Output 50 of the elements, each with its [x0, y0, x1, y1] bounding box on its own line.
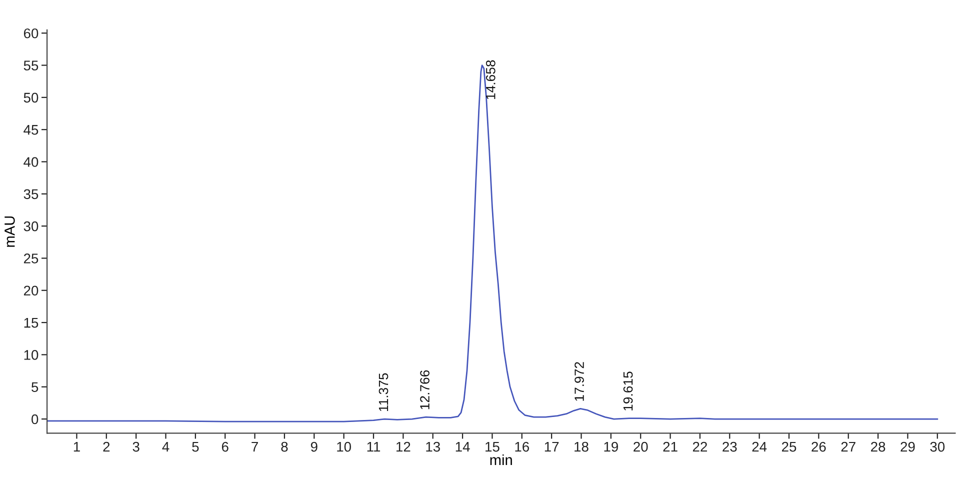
x-tick-label: 25	[782, 442, 796, 452]
y-tick-label: 10	[24, 350, 38, 360]
x-tick-label: 26	[812, 442, 826, 452]
y-tick-label: 20	[24, 286, 38, 296]
x-tick-label: 16	[515, 442, 530, 452]
x-tick-label: 1	[74, 442, 80, 452]
x-tick-label: 13	[426, 442, 440, 452]
x-tick-label: 22	[692, 442, 707, 452]
y-tick-label: 40	[24, 157, 38, 167]
x-tick-label: 23	[722, 442, 737, 452]
y-tick-label: 25	[24, 254, 38, 264]
x-tick-label: 12	[396, 442, 410, 452]
y-tick-label: 5	[32, 382, 38, 392]
x-tick-label: 24	[752, 442, 767, 452]
y-tick-label: 35	[24, 189, 38, 200]
x-tick-label: 2	[103, 442, 110, 452]
x-tick-label: 15	[486, 442, 500, 452]
x-tick-label: 20	[634, 442, 648, 452]
x-tick-label: 5	[192, 442, 199, 452]
x-tick-label: 18	[574, 442, 588, 452]
annotation: 12.766	[420, 370, 430, 410]
x-tick-label: 7	[252, 442, 258, 452]
annotation: 19.615	[623, 372, 633, 410]
annotation: 14.658	[486, 60, 496, 100]
y-tick-label: 50	[24, 92, 38, 103]
x-tick-label: 30	[930, 442, 945, 452]
x-tick-label: 28	[871, 442, 886, 452]
y-tick-label: 55	[24, 60, 38, 70]
x-tick-label: 3	[132, 442, 140, 452]
x-tick-label: 11	[367, 442, 380, 452]
y-tick-label: 0	[32, 414, 38, 424]
x-tick-label: 8	[281, 442, 288, 452]
x-tick-label: 6	[222, 442, 228, 452]
x-axis-title: min	[490, 454, 512, 466]
x-tick-label: 17	[544, 442, 559, 452]
x-tick-label: 4	[162, 442, 170, 452]
annotation: 17.972	[574, 362, 584, 401]
y-tick-label: 30	[24, 221, 38, 232]
y-tick-label: 15	[24, 318, 38, 328]
x-tick-label: 19	[604, 442, 618, 452]
x-tick-label: 9	[310, 442, 318, 452]
y-tick-label: 45	[24, 125, 38, 135]
y-axis-title: mAU	[4, 216, 15, 247]
x-tick-label: 29	[900, 442, 915, 452]
x-tick-label: 21	[663, 442, 678, 452]
x-tick-label: 10	[337, 442, 352, 452]
y-tick-label: 60	[24, 28, 38, 38]
x-tick-label: 27	[841, 442, 856, 452]
x-tick-label: 14	[456, 442, 470, 452]
annotation: 11.375	[378, 373, 388, 412]
